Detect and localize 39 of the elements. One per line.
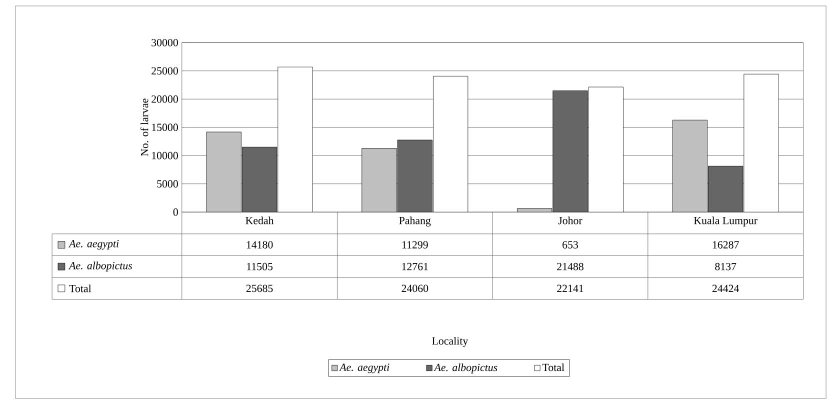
y-tick-label: 20000 [152, 95, 178, 103]
data-label: 653 [562, 240, 578, 248]
y-tick-label: 15000 [152, 124, 178, 131]
y-tick-label: 30000 [152, 38, 178, 46]
y-tick-label: 5000 [157, 180, 178, 188]
bar [708, 166, 744, 212]
data-label: 24424 [712, 284, 740, 292]
data-label: 11299 [402, 240, 428, 248]
bar [552, 90, 588, 212]
y-tick-label: 0 [173, 208, 178, 216]
y-axis-title: No. of larvae [140, 98, 148, 156]
legend-label: Ae. albopictus [68, 261, 132, 272]
y-tick-label: 25000 [152, 67, 178, 74]
data-label: 8137 [715, 262, 736, 270]
x-tick-label: Johor [558, 216, 582, 224]
data-label: 24060 [402, 284, 428, 292]
bar [242, 146, 278, 212]
x-tick-label: Kuala Lumpur [694, 216, 758, 226]
y-tick-label: 10000 [152, 152, 178, 160]
data-label: 14180 [246, 240, 273, 248]
data-label: 25685 [246, 284, 273, 292]
data-label: 11505 [247, 262, 273, 270]
text: Total [69, 284, 92, 292]
text: Locality [432, 336, 468, 347]
bar [672, 120, 708, 212]
data-label: 12761 [402, 262, 428, 270]
bar [517, 208, 552, 212]
text: Ae. aegypti [339, 363, 390, 374]
x-tick-label: Pahang [399, 216, 431, 226]
bar [206, 132, 242, 212]
x-tick-label: Kedah [246, 216, 274, 224]
data-label: 16287 [712, 240, 739, 248]
legend-label: Ae. aegypti [68, 240, 119, 250]
data-label: 22141 [557, 284, 584, 292]
text: Ae. albopictus [434, 363, 498, 374]
legend-label: Total [542, 363, 564, 371]
bar [397, 140, 432, 212]
bar [362, 148, 397, 212]
data-label: 21488 [557, 262, 584, 270]
